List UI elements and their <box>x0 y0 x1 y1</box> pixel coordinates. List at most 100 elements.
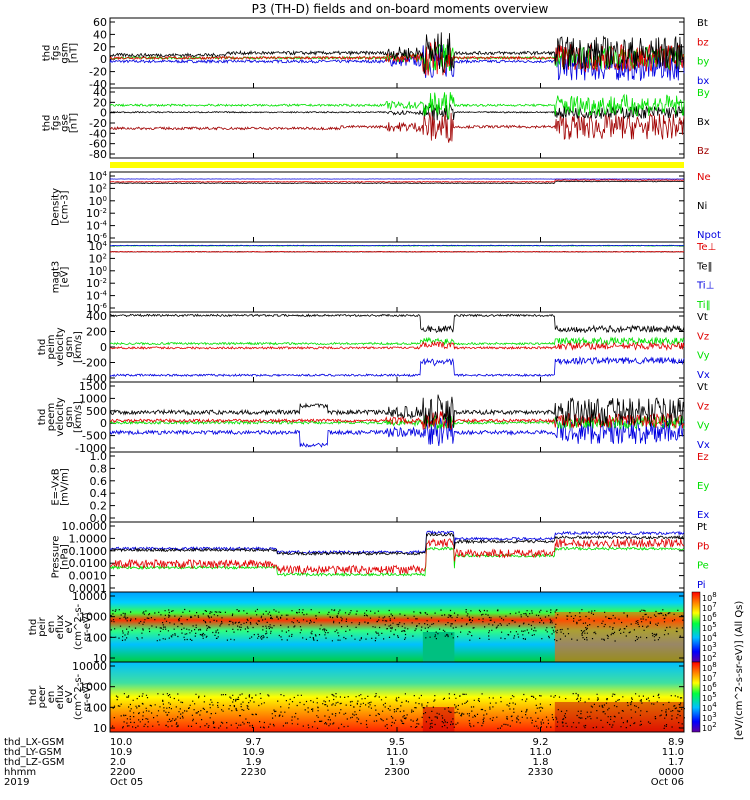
series-line-Pi <box>109 530 685 555</box>
colorbar-tick-label: 106 <box>702 681 717 693</box>
y-tick-label: 0.0 <box>90 512 108 525</box>
legend-entry: Ez <box>697 452 709 463</box>
y-tick-label: -1000 <box>75 442 107 455</box>
y-tick-label: 1000 <box>79 611 107 624</box>
colorbar <box>691 661 701 733</box>
y-tick-label: 40 <box>93 28 107 41</box>
legend-entry: Ti‖ <box>696 300 711 311</box>
colorbar-tick-label: 102 <box>702 721 717 733</box>
colorbar-tick-label: 106 <box>702 611 717 623</box>
legend-entry: Vz <box>697 401 709 412</box>
y-tick-label: 100 <box>89 195 107 208</box>
time-axis-value: 8.9 <box>668 737 684 748</box>
time-axis-value: 2300 <box>384 767 409 778</box>
y-tick-label: -400 <box>82 372 107 385</box>
panel-peim-velocity: 400 200 0 -200 -400 thdpeimvelocitygsm[km/s] V… <box>37 310 710 385</box>
y-tick-label: 104 <box>89 240 108 253</box>
y-tick-label: 400 <box>86 310 107 323</box>
series-line-Vz <box>109 411 685 430</box>
y-axis-label: magt3[eV] <box>51 261 71 294</box>
time-axis-row-label: thd_LY-GSM <box>4 747 61 758</box>
y-tick-label: 10-6 <box>86 232 108 245</box>
y-tick-label: -60 <box>89 138 107 151</box>
series-line-Vy <box>109 336 685 346</box>
colorbar-tick-label: 107 <box>702 601 717 613</box>
y-axis-label: thdpeirenefluxeV(cm^2-s-sr-eV) <box>28 603 93 650</box>
legend-entry: bz <box>697 37 709 48</box>
y-tick-label: 0.4 <box>90 487 108 500</box>
legend-entry: Vt <box>697 382 708 393</box>
panel-frame <box>109 451 685 523</box>
time-axis-value: 2230 <box>241 767 266 778</box>
series-line-Bt <box>109 32 685 74</box>
y-tick-label: 0 <box>100 107 107 120</box>
y-axis-label: E=-VxB[mV/m] <box>51 468 71 506</box>
time-axis-value: 2330 <box>528 767 553 778</box>
legend-entry: Ex <box>697 510 709 521</box>
y-tick-label: 102 <box>89 182 107 195</box>
y-tick-label: 102 <box>89 252 107 265</box>
time-axis-row-label: thd_LZ-GSM <box>4 757 65 768</box>
panel-frame <box>109 87 685 159</box>
y-tick-label: -20 <box>89 66 107 79</box>
colorbar-tick-label: 102 <box>702 651 717 663</box>
legend-entry: Te⊥ <box>696 242 716 253</box>
y-tick-label: 100 <box>86 701 107 714</box>
legend-entry: Vx <box>697 370 710 381</box>
y-tick-label: -500 <box>82 430 107 443</box>
y-axis-label: Pressure[nPa] <box>51 536 71 579</box>
y-tick-label: 20 <box>93 96 107 109</box>
time-axis-row-label: 2019 <box>4 777 29 788</box>
y-tick-label: 0 <box>100 417 107 430</box>
legend-entry: Pt <box>697 522 707 533</box>
series-line-Vx <box>109 417 685 448</box>
y-tick-label: -40 <box>89 127 107 140</box>
colorbar-tick-label: 103 <box>702 641 717 653</box>
time-axis-value: 2.0 <box>110 757 126 768</box>
legend-entry: Pe <box>697 561 709 572</box>
time-axis-value: 2200 <box>110 767 135 778</box>
y-tick-label: 200 <box>86 326 107 339</box>
y-tick-label: 1.0000 <box>69 532 108 545</box>
y-axis-label: thdfgsgse[nT] <box>42 113 80 133</box>
spectrogram-burst <box>422 707 455 732</box>
legend-entry: Vt <box>697 312 708 323</box>
y-axis-label: thdpeerenefluxeV(cm^2-s-sr-eV) <box>28 673 93 720</box>
panel-e-field: 1.00.80.60.40.20.0 E=-VxB[mV/m] Ez Ey Ex <box>51 450 710 525</box>
time-axis-row-label: hhmm <box>4 767 36 778</box>
legend-entry: Vx <box>697 440 710 451</box>
y-tick-label: 20 <box>93 41 107 54</box>
colorbar-tick-label: 105 <box>702 691 717 703</box>
series-line-Vt <box>109 394 685 429</box>
time-axis-value: 11.0 <box>662 747 684 758</box>
y-tick-label: 0 <box>100 341 107 354</box>
y-tick-label: 0.2 <box>90 500 108 513</box>
y-tick-label: 60 <box>93 16 107 29</box>
legend-entry: Npot <box>697 230 721 241</box>
series-line-Vz <box>109 340 685 352</box>
time-axis-row-label: thd_LX-GSM <box>4 737 64 748</box>
spectrogram-gap <box>422 632 455 662</box>
legend-entry: Te‖ <box>696 261 713 272</box>
legend-entry: by <box>697 57 709 68</box>
data-quality-bar <box>110 162 684 168</box>
series-line-Pt <box>109 532 685 557</box>
time-axis-value: 10.9 <box>110 747 132 758</box>
time-axis-value: 1.7 <box>668 757 684 768</box>
y-tick-label: 100 <box>86 631 107 644</box>
series-line-bz <box>109 41 685 76</box>
y-tick-label: 10-2 <box>86 207 107 220</box>
colorbar <box>691 591 701 663</box>
legend-entry: Vz <box>697 331 709 342</box>
legend-entry: Ti⊥ <box>696 281 714 292</box>
series-line-Vx <box>109 355 685 378</box>
panel-frame <box>109 241 685 313</box>
legend-entry: Ey <box>697 481 709 492</box>
y-tick-label: 10-2 <box>86 277 107 290</box>
